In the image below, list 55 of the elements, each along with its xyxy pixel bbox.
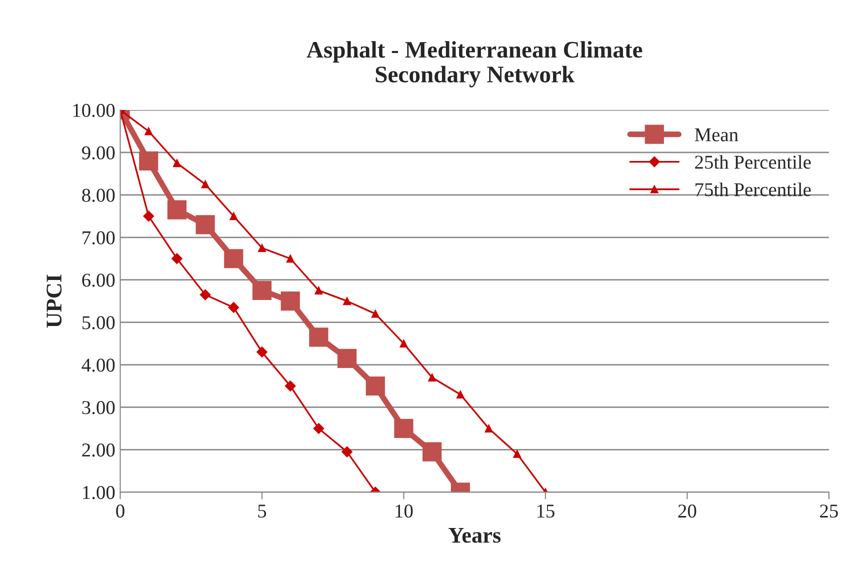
y-tick-label: 6.00 — [82, 274, 115, 287]
y-tick-label: 5.00 — [82, 316, 115, 330]
point — [366, 376, 385, 396]
y-axis-title: UPCI — [46, 274, 62, 328]
point — [422, 442, 442, 462]
legend-label: 25th Percentile — [695, 155, 811, 169]
chart-title: Asphalt - Mediterranean Climate Secondary Network — [306, 41, 642, 88]
legend-label: 75th Percentile — [696, 182, 811, 196]
point — [230, 212, 238, 220]
point — [252, 280, 272, 300]
x-tick-label: 10 — [396, 504, 413, 518]
point — [286, 254, 294, 263]
point — [343, 297, 352, 306]
point — [513, 450, 522, 458]
y-tick-label: 1.00 — [83, 486, 115, 500]
x-tick-label: 5 — [258, 504, 266, 518]
point — [342, 446, 352, 458]
point — [258, 244, 266, 252]
x-tick-label: 15 — [537, 504, 554, 518]
point — [314, 286, 323, 294]
point — [400, 340, 408, 348]
point — [200, 289, 211, 300]
point — [143, 210, 154, 222]
point — [313, 423, 324, 434]
point — [201, 180, 210, 188]
point — [394, 418, 414, 438]
point — [256, 346, 268, 358]
y-tick-label: 10.00 — [73, 104, 115, 118]
point — [309, 328, 328, 347]
point — [196, 215, 215, 234]
point — [228, 302, 240, 313]
point — [172, 253, 182, 264]
point — [284, 380, 296, 392]
point — [280, 292, 300, 311]
point — [172, 159, 181, 168]
point — [484, 424, 493, 432]
point — [337, 348, 357, 368]
point — [428, 374, 436, 382]
y-tick-label: 3.00 — [82, 401, 115, 414]
y-tick-label: 8.00 — [82, 188, 115, 202]
point — [144, 127, 153, 136]
y-tick-label: 2.00 — [82, 444, 115, 457]
legend-label: Mean — [694, 128, 738, 142]
x-tick-label: 25 — [820, 504, 838, 518]
y-tick-label: 9.00 — [82, 146, 115, 160]
x-tick-label: 0 — [116, 504, 124, 518]
point — [371, 310, 380, 318]
point — [139, 151, 158, 171]
x-axis-title: Years — [448, 528, 501, 543]
y-tick-label: 7.00 — [82, 231, 115, 244]
point — [224, 249, 244, 268]
x-tick-label: 20 — [678, 504, 696, 518]
point — [456, 390, 464, 398]
point — [167, 200, 186, 220]
y-tick-label: 4.00 — [82, 358, 115, 372]
